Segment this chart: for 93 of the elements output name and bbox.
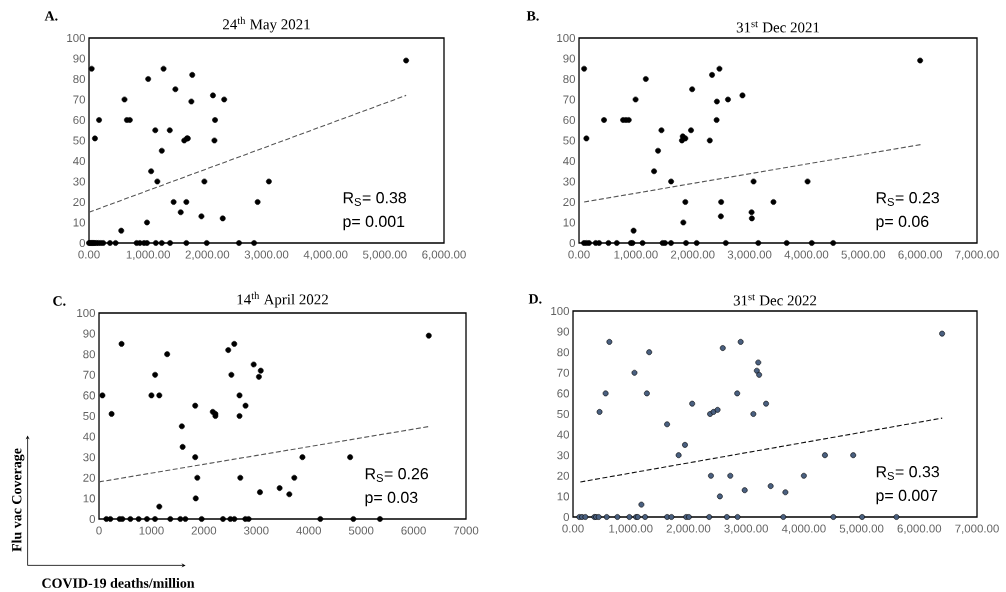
annotation: R$_{S}$= 0.23 [876,192,940,206]
x-tick-label: 2,000.00 [671,250,715,260]
x-tick-label: 6,000.00 [422,250,466,260]
x-tick-label: 5000 [348,526,374,535]
annotation: p= 0.001 [343,215,405,231]
x-tick-label: 5,000.00 [839,524,884,534]
y-tick-label: 20 [557,471,570,480]
text: B. [526,11,539,21]
x-tick-label: 2000 [191,526,217,535]
y-tick-label: 70 [563,95,576,104]
x-tick-label: 5,000.00 [841,250,886,260]
x-tick-label: 7,000.00 [955,250,999,260]
y-tick-label: 80 [83,350,96,359]
y-tick-label: 10 [557,492,570,501]
x-tick-label: 6,000.00 [898,250,942,260]
y-tick-label: 0 [79,238,86,248]
x-tick-label: 1,000.00 [609,524,653,534]
y-tick-label: 40 [557,430,570,439]
x-tick-label: 0.00 [78,250,100,259]
y-tick-label: 20 [73,197,86,207]
y-tick-label: 40 [83,432,96,441]
y-tick-label: 90 [83,329,96,338]
y-tick-label: 70 [557,368,570,377]
x-tick-label: 7,000.00 [955,524,999,534]
y-tick-label: 70 [83,370,96,379]
chart-title: 31$^{st}$ Dec 2022 [733,294,817,306]
y-tick-label: 0 [563,512,570,522]
y-tick-label: 20 [563,197,576,207]
y-tick-label: 10 [73,218,86,227]
x-tick-label: 4,000.00 [303,250,348,260]
y-tick-label: 40 [563,156,576,166]
y-tick-label: 80 [563,74,576,84]
x-tick-label: 0.00 [562,524,584,533]
y-tick-label: 50 [73,136,86,145]
y-tick-label: 30 [557,451,570,460]
chart-title: 24$^{th}$ May 2021 [223,16,310,33]
y-tick-label: 40 [73,156,86,166]
y-tick-label: 60 [563,115,576,125]
x-tick-label: 3,000.00 [244,250,289,260]
x-tick-label: 6,000.00 [897,524,942,534]
x-tick-label: 0.00 [568,250,590,259]
y-tick-label: 0 [569,238,576,248]
x-tick-label: 1,000.00 [126,250,171,260]
y-tick-label: 70 [73,95,86,104]
y-tick-label: 100 [67,33,86,43]
y-tick-label: 50 [563,136,576,145]
y-tick-label: 80 [73,74,86,84]
annotation: R$_{S}$= 0.33 [876,466,940,480]
x-axis-title: COVID-19 deaths/million [42,578,195,588]
text: C. [53,296,66,306]
y-tick-label: 90 [557,327,570,336]
annotation: p= 0.007 [876,489,938,505]
chart-title: 14$^{th}$ April 2022 [237,291,328,308]
y-tick-label: 100 [557,33,576,43]
y-tick-label: 30 [83,453,96,462]
y-tick-label: 20 [83,473,96,482]
y-tick-label: 0 [89,514,96,524]
x-tick-label: 3,000.00 [724,524,768,534]
y-tick-label: 60 [73,115,86,125]
x-tick-label: 2,000.00 [185,250,230,260]
annotation: R$_{S}$= 0.38 [343,192,407,206]
y-tick-label: 90 [563,54,576,63]
y-tick-label: 80 [557,348,570,357]
x-tick-label: 1000 [139,526,164,535]
y-tick-label: 100 [551,306,570,316]
chart-title: 31$^{st}$ Dec 2021 [736,21,820,33]
x-tick-label: 3,000.00 [727,250,772,260]
y-tick-label: 30 [563,177,576,186]
annotation: p= 0.06 [876,215,929,231]
y-tick-label: 60 [83,391,96,400]
annotation: R$_{S}$= 0.26 [365,468,429,482]
text: A. [44,11,58,21]
y-axis-title: Flu vac Coverage [11,448,25,552]
x-tick-label: 2,000.00 [666,524,711,534]
x-tick-label: 3000 [243,526,269,535]
y-tick-label: 10 [563,218,576,227]
x-tick-label: 4,000.00 [781,524,826,534]
annotation: p= 0.03 [365,491,418,507]
y-tick-label: 50 [83,411,96,421]
x-tick-label: 7000 [453,526,479,535]
y-tick-label: 30 [73,177,86,186]
y-tick-label: 50 [557,409,570,419]
x-tick-label: 6000 [401,526,426,535]
y-tick-label: 100 [77,308,96,318]
x-tick-label: 5,000.00 [362,250,407,260]
text: D. [528,294,542,304]
x-tick-label: 1,000.00 [614,250,658,260]
y-tick-label: 60 [557,389,570,398]
y-tick-label: 90 [73,54,86,63]
x-tick-label: 4000 [296,526,322,535]
x-tick-label: 4,000.00 [784,250,829,260]
y-tick-label: 10 [83,494,96,503]
x-tick-label: 0 [96,526,102,535]
